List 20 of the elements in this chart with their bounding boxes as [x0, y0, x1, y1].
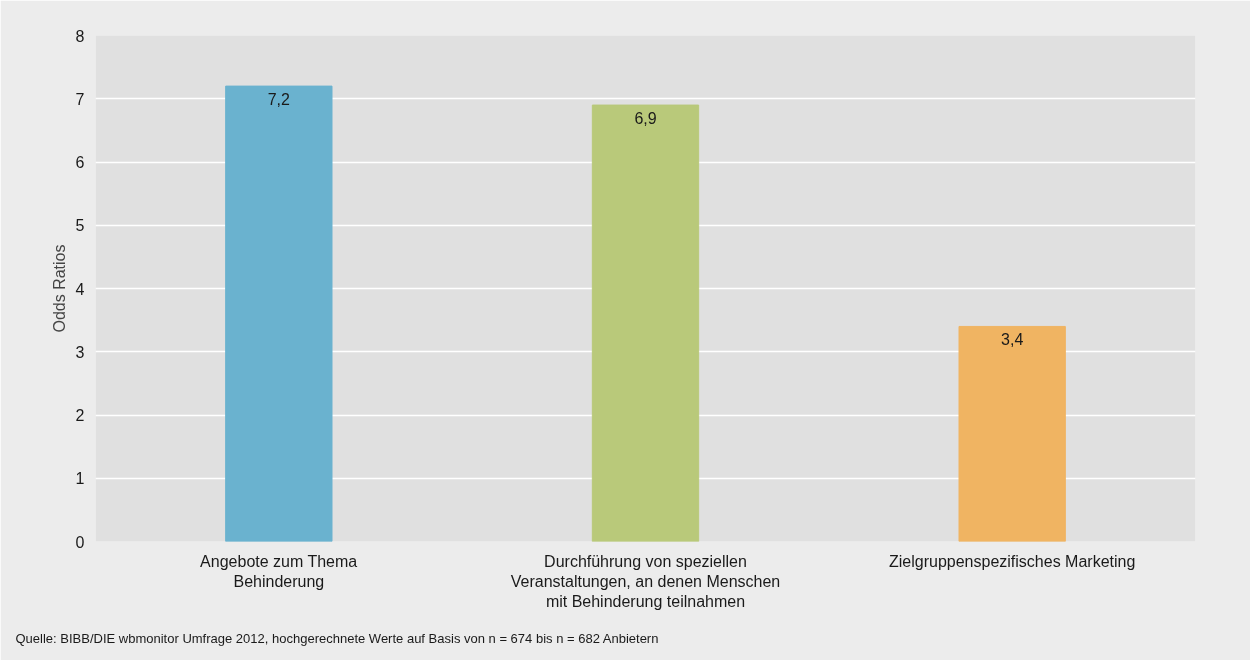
x-tick-label: Durchführung von speziellen Veranstaltungen, an denen Menschen mit Behinderung teilnahmen — [510, 552, 781, 611]
y-tick-label: 8 — [75, 27, 85, 45]
y-tick-label: 1 — [75, 470, 85, 488]
y-tick-label: 5 — [75, 217, 85, 235]
y-tick-label: 6 — [75, 154, 85, 171]
y-axis-title: Odds Ratios — [50, 244, 68, 333]
bar — [591, 104, 700, 542]
data-label: 7,2 — [267, 91, 291, 109]
y-tick-label: 2 — [75, 407, 85, 424]
y-tick-label: 0 — [75, 533, 85, 551]
data-label: 6,9 — [634, 110, 657, 128]
y-tick-label: 3 — [75, 343, 85, 361]
x-tick-label: Angebote zum Thema Behinderung — [200, 552, 358, 590]
data-label: 3,4 — [1001, 331, 1024, 349]
y-tick-label: 7 — [75, 90, 85, 108]
x-tick-label: Zielgruppenspezifisches Marketing — [888, 552, 1136, 570]
bar — [958, 325, 1066, 542]
y-tick-label: 4 — [75, 280, 85, 298]
bar — [225, 85, 333, 542]
source-note: Quelle: BIBB/DIE wbmonitor Umfrage 2012, hochgerechnete Werte auf Basis von n = 674 bis n = 682 Anbietern — [15, 630, 659, 646]
